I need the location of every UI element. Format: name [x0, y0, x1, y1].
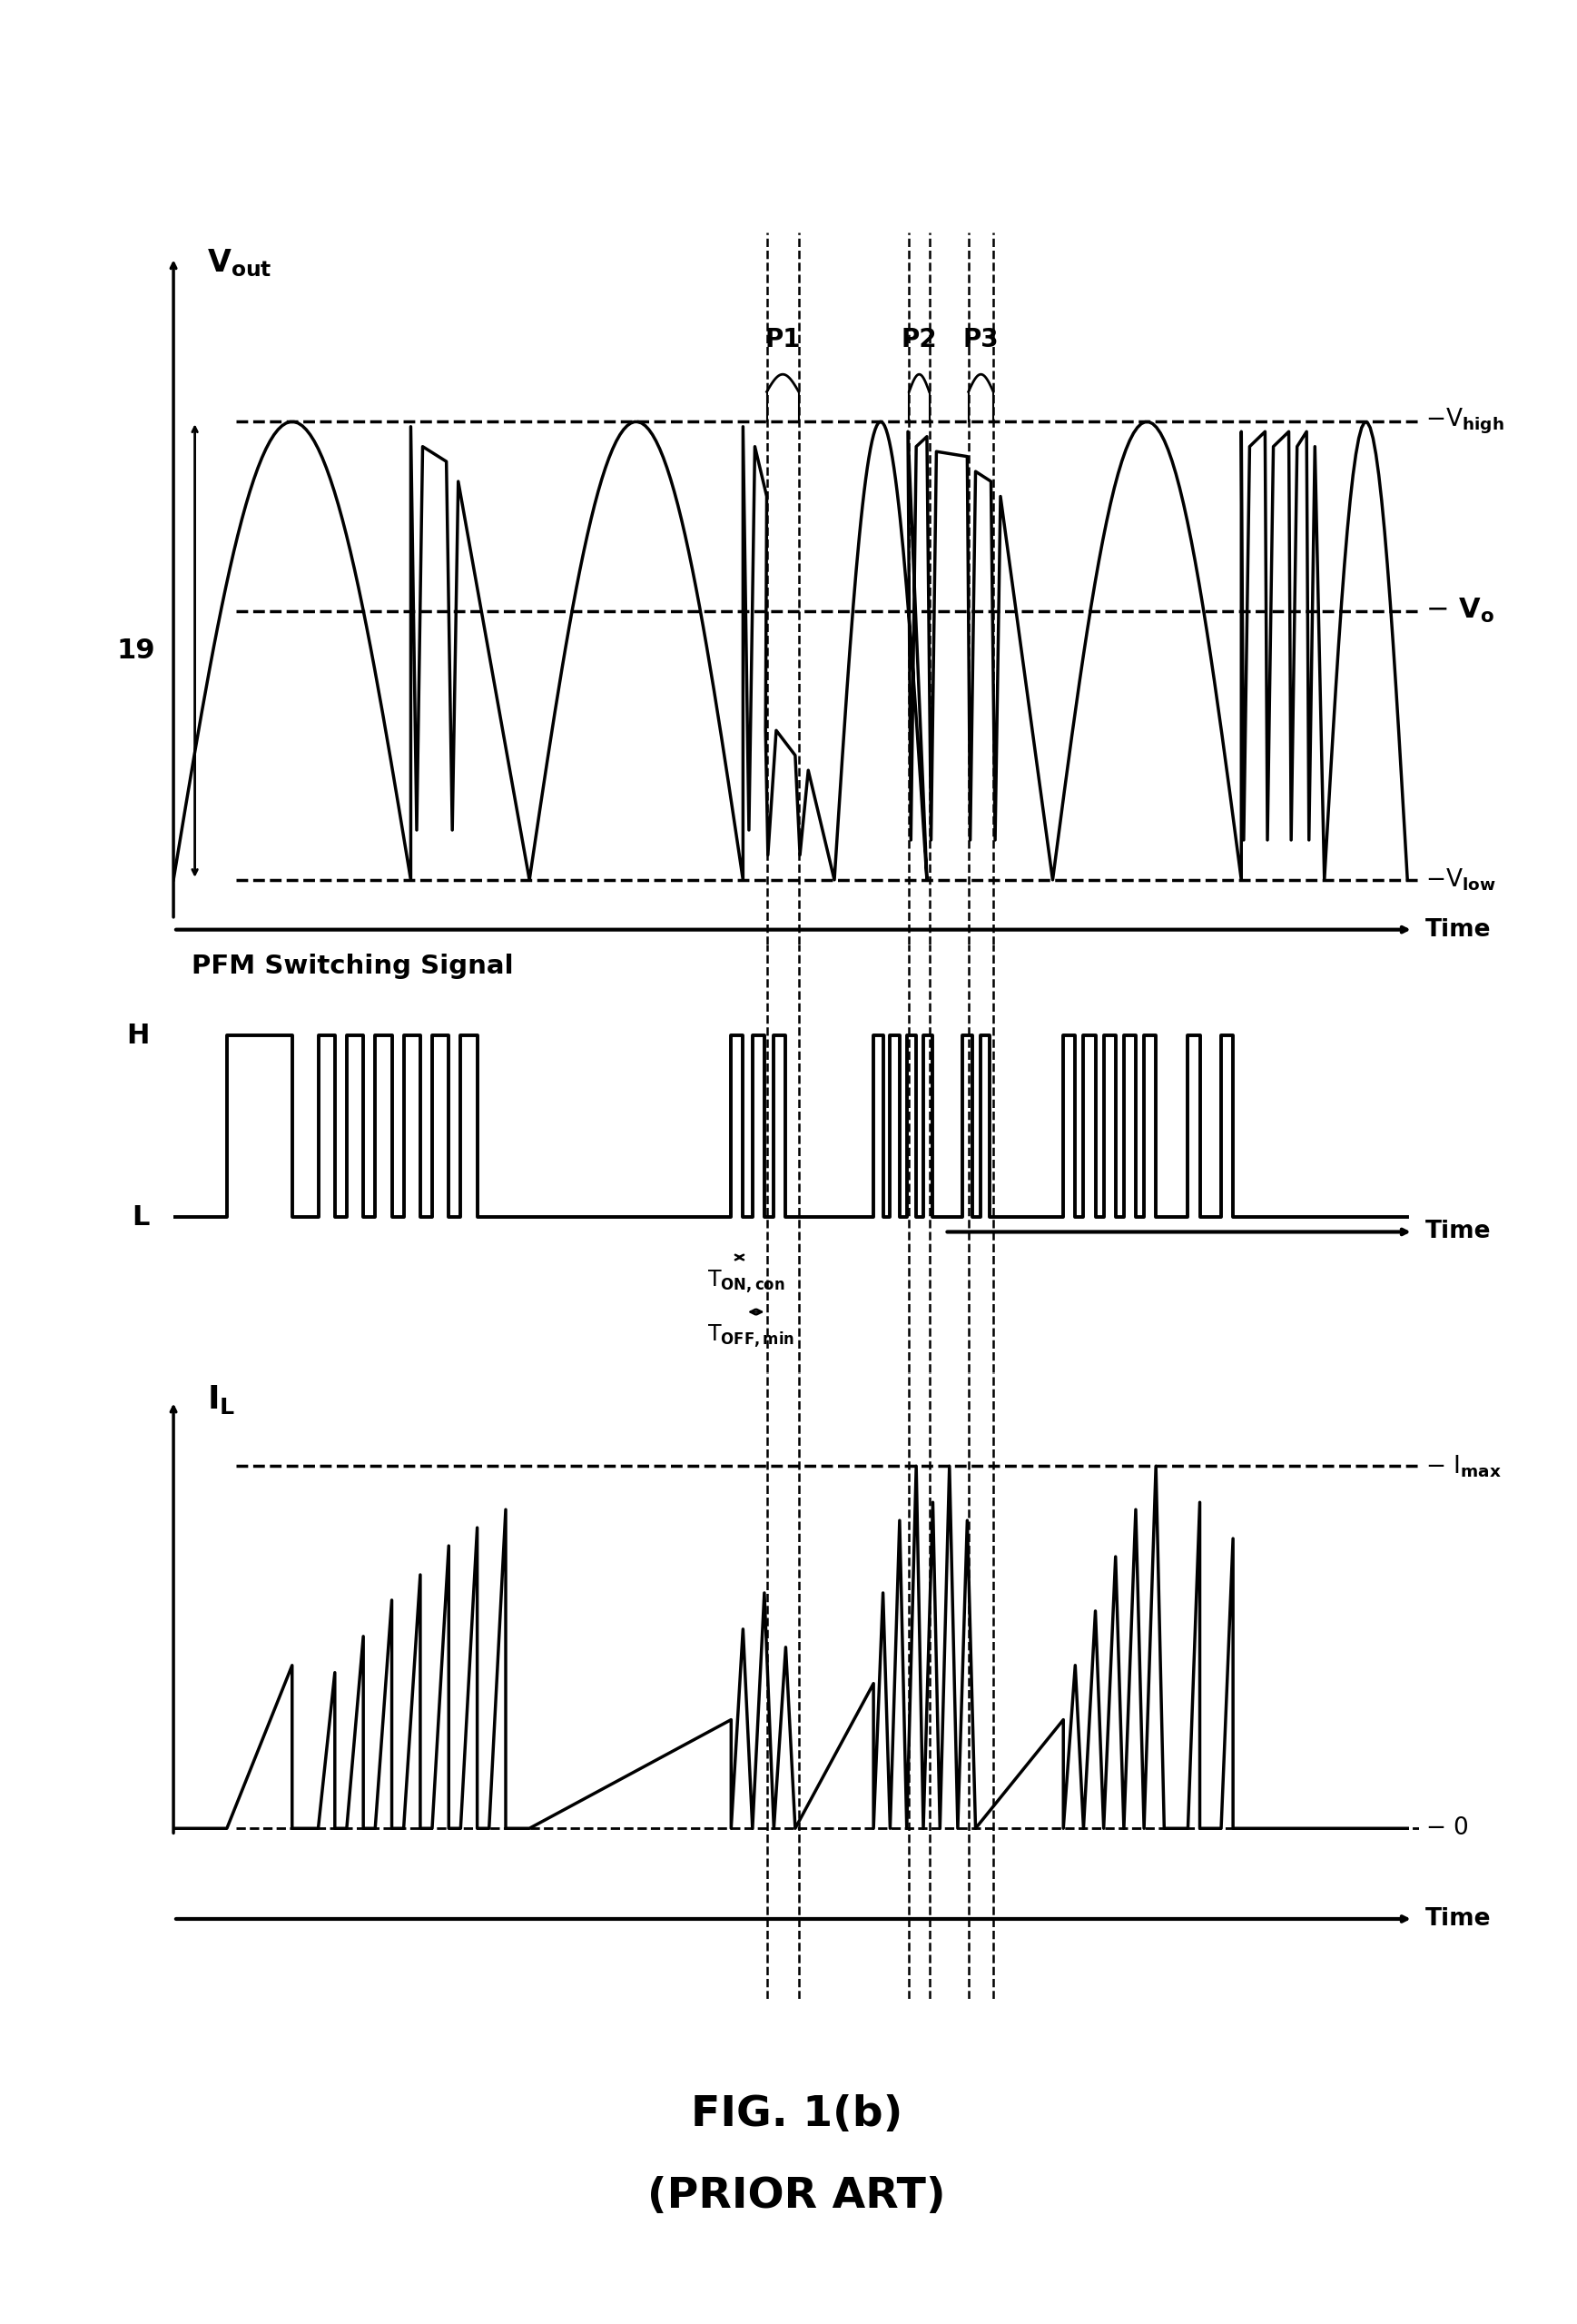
Text: P2: P2: [900, 325, 937, 351]
Text: 19: 19: [117, 637, 156, 665]
Text: I$_{\mathbf{L}}$: I$_{\mathbf{L}}$: [207, 1383, 235, 1415]
Text: P3: P3: [964, 325, 998, 351]
Text: $-$ 0: $-$ 0: [1426, 1817, 1468, 1841]
Text: T$_{\mathbf{OFF, min}}$: T$_{\mathbf{OFF, min}}$: [708, 1322, 795, 1350]
Text: Time: Time: [1426, 918, 1492, 941]
Text: Time: Time: [1426, 1220, 1492, 1243]
Text: L: L: [132, 1204, 150, 1229]
Text: $-$V$_{\mathbf{high}}$: $-$V$_{\mathbf{high}}$: [1426, 407, 1504, 437]
Text: H: H: [126, 1023, 150, 1048]
Text: (PRIOR ART): (PRIOR ART): [647, 2175, 946, 2217]
Text: $-$ I$_{\mathbf{max}}$: $-$ I$_{\mathbf{max}}$: [1426, 1452, 1501, 1478]
Text: $-$ V$_{\mathbf{o}}$: $-$ V$_{\mathbf{o}}$: [1426, 597, 1493, 625]
Text: $-$V$_{\mathbf{low}}$: $-$V$_{\mathbf{low}}$: [1426, 867, 1497, 892]
Text: T$_{\mathbf{ON, con}}$: T$_{\mathbf{ON, con}}$: [708, 1269, 785, 1294]
Text: V$_{\mathbf{out}}$: V$_{\mathbf{out}}$: [207, 246, 271, 279]
Text: PFM Switching Signal: PFM Switching Signal: [191, 953, 513, 978]
Text: Time: Time: [1426, 1908, 1492, 1931]
Text: FIG. 1(b): FIG. 1(b): [691, 2094, 902, 2136]
Text: P1: P1: [765, 325, 801, 351]
